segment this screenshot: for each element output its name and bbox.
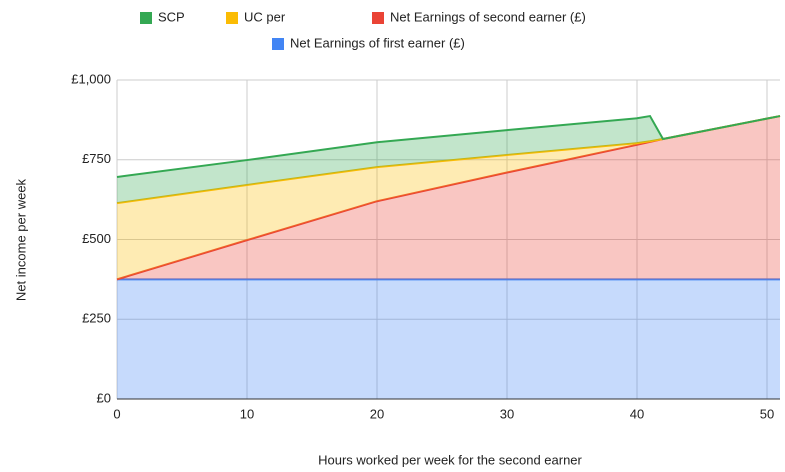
- y-tick-label: £1,000: [71, 71, 111, 86]
- x-tick-label: 30: [500, 406, 514, 421]
- y-axis-label: Net income per week: [13, 178, 28, 301]
- x-tick-label: 50: [760, 406, 774, 421]
- x-tick-label: 0: [113, 406, 120, 421]
- y-tick-label: £500: [82, 231, 111, 246]
- x-axis-label: Hours worked per week for the second ear…: [318, 452, 582, 467]
- legend-swatch: [226, 12, 238, 24]
- x-tick-label: 40: [630, 406, 644, 421]
- y-tick-label: £0: [97, 390, 111, 405]
- legend-label: Net Earnings of first earner (£): [290, 35, 465, 50]
- legend-swatch: [372, 12, 384, 24]
- area: [117, 279, 780, 399]
- legend-swatch: [272, 38, 284, 50]
- area: [117, 116, 780, 280]
- area: [117, 116, 780, 204]
- area-line: [116, 114, 781, 178]
- x-tick-label: 20: [370, 406, 384, 421]
- area: [117, 116, 780, 280]
- x-tick-label: 10: [240, 406, 254, 421]
- area-line: [116, 115, 781, 205]
- y-tick-label: £250: [82, 311, 111, 326]
- legend-label: Net Earnings of second earner (£): [390, 9, 586, 24]
- legend-label: SCP: [158, 9, 185, 24]
- y-tick-label: £750: [82, 151, 111, 166]
- legend-label: UC per: [244, 9, 286, 24]
- legend-swatch: [140, 12, 152, 24]
